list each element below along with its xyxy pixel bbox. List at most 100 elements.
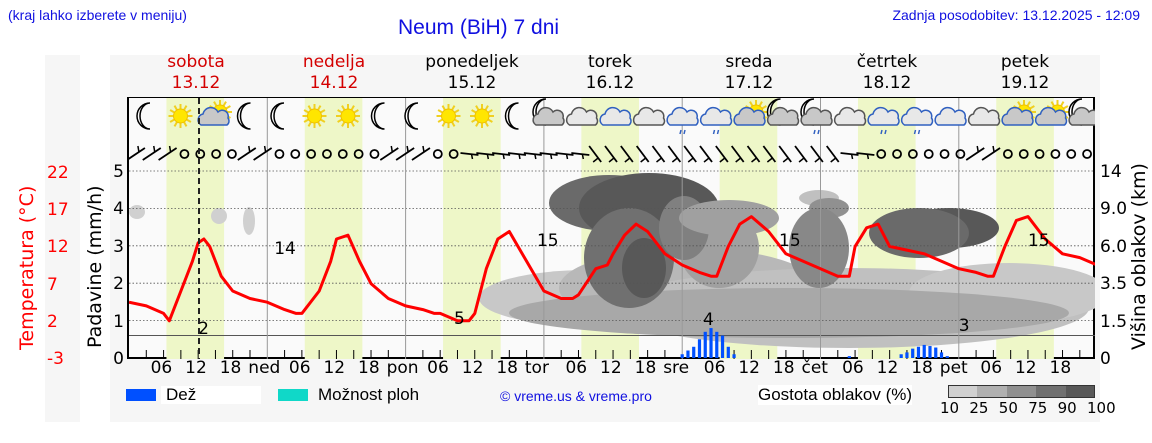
cloud-drizzle-icon [900, 106, 934, 135]
calm-wind-icon [369, 149, 380, 159]
last-updated: Zadnja posodobitev: 13.12.2025 - 12:09 [892, 7, 1140, 23]
wind-barb-icon [825, 145, 840, 163]
rain-bar [911, 348, 915, 358]
cloud-density-legend-label: Gostota oblakov (%) [758, 385, 913, 405]
day-header-0: sobota 13.12 [167, 52, 225, 93]
wind-barb-icon [778, 145, 792, 163]
cloud-density-swatch [1006, 385, 1037, 398]
wind-barb-icon [555, 152, 574, 160]
calm-wind-icon [939, 149, 950, 159]
moon-icon [236, 102, 251, 130]
cloud-height-tick: 14 [1100, 162, 1122, 182]
showers-legend-swatch [278, 389, 308, 401]
temp-max-label: 15 [1028, 231, 1050, 251]
cloud-density-tick: 75 [1028, 399, 1048, 417]
rain-bar [697, 339, 702, 358]
wind-barb-icon [523, 152, 542, 160]
cloud-density-swatch [1036, 385, 1066, 398]
weather-icons-row [136, 98, 1095, 135]
rain-bar [709, 328, 713, 358]
cloud-density-scale-border [948, 385, 1095, 398]
x-tick: 12 [185, 358, 207, 378]
x-tick: čet [801, 358, 828, 378]
calm-wind-icon [211, 149, 221, 159]
wind-barb-icon [965, 145, 985, 161]
temp-min-label: 2 [198, 319, 209, 339]
x-tick: 06 [150, 358, 173, 378]
grid-lines [129, 98, 1095, 359]
sun-icon [168, 104, 193, 128]
day-header-1: nedelja 14.12 [302, 52, 366, 93]
moon-cloud-icon [1068, 98, 1095, 126]
forecast-plot-svg: 2145154153159161017917 [129, 98, 1095, 359]
x-tick: 18 [911, 358, 933, 378]
rain-bar [905, 352, 909, 358]
chart-title: Neum (BiH) 7 dni [398, 16, 560, 39]
wind-barb-icon [810, 145, 824, 163]
moon-icon [370, 102, 385, 130]
wind-barb-icon [571, 152, 590, 160]
temperature-labels: 2145154153159161017917 [198, 231, 1050, 339]
cloud-blob [869, 208, 969, 258]
x-tick: 06 [703, 358, 726, 378]
cloud-blob [679, 200, 779, 236]
cloud-height-tick: 9.0 [1100, 199, 1128, 220]
calm-wind-icon [892, 149, 902, 159]
x-tick: 12 [738, 358, 760, 378]
rain-bar [692, 346, 696, 358]
cloud-density-tick: 50 [998, 399, 1018, 417]
wind-barb-icon [699, 145, 713, 163]
calm-wind-icon [923, 149, 934, 159]
cloud-icon [565, 106, 599, 126]
wind-barb-icon [129, 145, 146, 160]
daylight-band [304, 98, 363, 359]
temp-tick: 22 [47, 163, 69, 183]
wind-barb-icon [746, 145, 761, 163]
cloud-icon [632, 106, 666, 126]
cloud-height-tick: 6.0 [1100, 236, 1128, 257]
wind-barb-icon [635, 145, 650, 163]
calm-wind-icon [274, 149, 285, 159]
calm-wind-icon [227, 149, 237, 159]
cloud-blob [243, 207, 255, 235]
precip-tick: 3 [113, 236, 124, 257]
x-tick: 06 [842, 358, 864, 378]
cloud-height-tick: 3.5 [1100, 274, 1128, 295]
rain-bar [847, 356, 851, 358]
calm-wind-icon [876, 149, 887, 159]
day-header-6: petek 19.12 [1000, 52, 1050, 93]
wind-barb-icon [411, 145, 431, 161]
sun-icon [470, 104, 494, 128]
temp-tick: 17 [47, 200, 69, 221]
calm-wind-icon [195, 149, 206, 159]
temp-min-label: 3 [959, 316, 970, 336]
calm-wind-icon [353, 149, 364, 159]
wind-barb-icon [715, 145, 729, 163]
calm-wind-icon [1050, 149, 1061, 159]
cloud-blob [509, 288, 1069, 338]
x-tick: 12 [1014, 358, 1037, 378]
sun-icon [436, 104, 461, 128]
wind-barb-icon [492, 152, 511, 160]
wind-barb-icon [395, 145, 415, 161]
temp-tick: 12 [47, 237, 69, 258]
rain-bar [732, 354, 736, 358]
temp-max-label: 15 [537, 231, 559, 251]
x-tick: 06 [980, 358, 1003, 378]
credit-link[interactable]: © vreme.us & vreme.pro [500, 388, 652, 404]
wind-barb-icon [762, 145, 777, 163]
day-header-3: torek 16.12 [585, 52, 635, 93]
moon-cloud-drizzle-icon [800, 98, 833, 135]
rain-bar [726, 346, 730, 358]
rain-bar [899, 354, 903, 358]
cloud-density-swatch [1065, 385, 1095, 398]
calm-wind-icon [337, 149, 348, 159]
cloud-density-swatch [977, 385, 1007, 398]
wind-barb-icon [142, 145, 162, 161]
day-header-5: četrtek 18.12 [856, 52, 918, 93]
temperature-curve [129, 215, 1095, 323]
precip-tick: 4 [113, 199, 124, 220]
cloud-icon [599, 106, 632, 126]
moon-cloud-icon [766, 98, 800, 126]
temp-tick: -3 [47, 349, 64, 369]
